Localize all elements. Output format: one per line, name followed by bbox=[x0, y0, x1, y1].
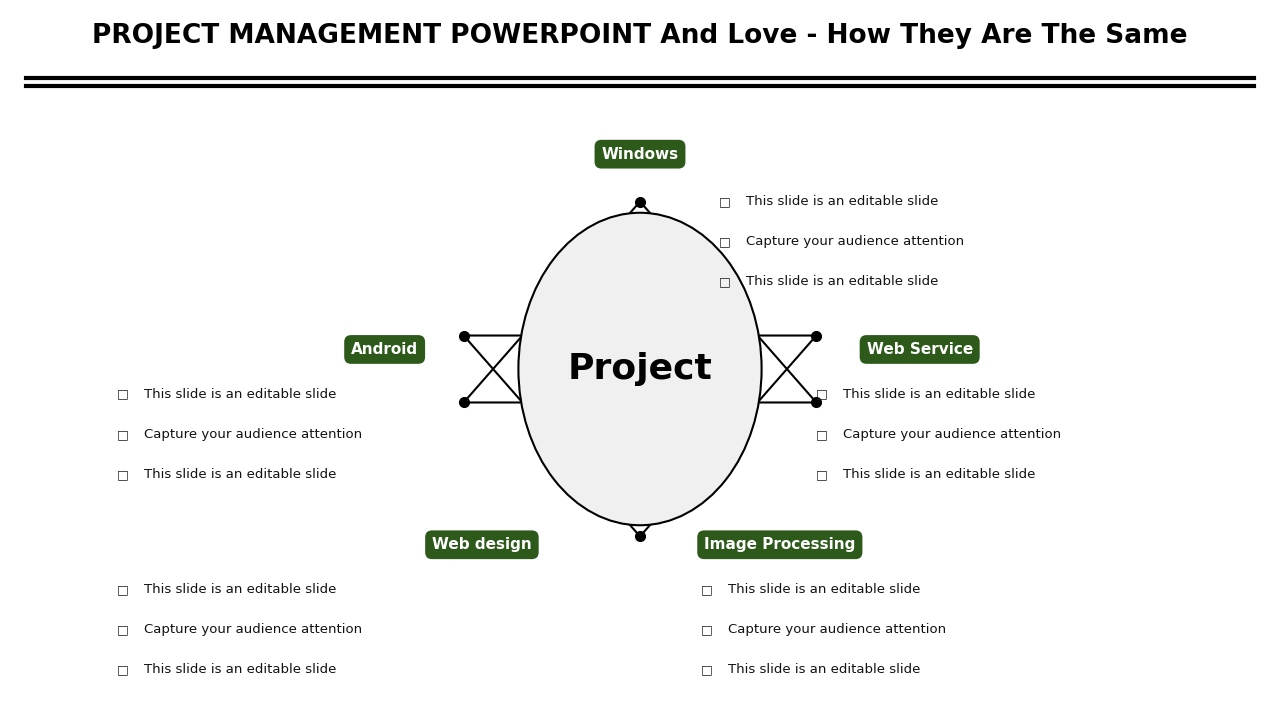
Text: This slide is an editable slide: This slide is an editable slide bbox=[727, 663, 920, 676]
Text: □: □ bbox=[817, 468, 828, 481]
Text: This slide is an editable slide: This slide is an editable slide bbox=[143, 583, 337, 596]
Text: This slide is an editable slide: This slide is an editable slide bbox=[746, 195, 938, 208]
Text: □: □ bbox=[118, 623, 129, 636]
Text: □: □ bbox=[701, 583, 713, 596]
Text: □: □ bbox=[719, 235, 731, 248]
Text: Capture your audience attention: Capture your audience attention bbox=[143, 428, 362, 441]
Text: This slide is an editable slice with all your needs. Adapt it with your needs an: This slide is an editable slice with all… bbox=[183, 680, 1097, 695]
Text: □: □ bbox=[701, 663, 713, 676]
Text: □: □ bbox=[118, 428, 129, 441]
Text: Capture your audience attention: Capture your audience attention bbox=[844, 428, 1061, 441]
Text: Web Service: Web Service bbox=[867, 342, 973, 357]
Text: □: □ bbox=[817, 428, 828, 441]
Text: PROJECT MANAGEMENT POWERPOINT And Love - How They Are The Same: PROJECT MANAGEMENT POWERPOINT And Love -… bbox=[92, 23, 1188, 49]
Text: □: □ bbox=[118, 663, 129, 676]
Text: Android: Android bbox=[351, 342, 419, 357]
Text: □: □ bbox=[817, 387, 828, 400]
Text: □: □ bbox=[118, 583, 129, 596]
Text: □: □ bbox=[701, 623, 713, 636]
Ellipse shape bbox=[518, 213, 762, 526]
Text: Project: Project bbox=[567, 352, 713, 386]
Text: This slide is an editable slide: This slide is an editable slide bbox=[844, 468, 1036, 481]
Text: □: □ bbox=[118, 387, 129, 400]
Text: □: □ bbox=[118, 468, 129, 481]
Text: This slide is an editable slide: This slide is an editable slide bbox=[143, 468, 337, 481]
Text: Web design: Web design bbox=[433, 537, 531, 552]
Text: Capture your audience attention: Capture your audience attention bbox=[746, 235, 964, 248]
Text: This slide is an editable slide: This slide is an editable slide bbox=[727, 583, 920, 596]
Text: Capture your audience attention: Capture your audience attention bbox=[727, 623, 946, 636]
Text: Image Processing: Image Processing bbox=[704, 537, 855, 552]
Text: This slide is an editable slide: This slide is an editable slide bbox=[143, 387, 337, 400]
Text: Capture your audience attention: Capture your audience attention bbox=[143, 623, 362, 636]
Text: □: □ bbox=[719, 276, 731, 289]
Text: Windows: Windows bbox=[602, 147, 678, 162]
Text: □: □ bbox=[719, 195, 731, 208]
Text: This slide is an editable slide: This slide is an editable slide bbox=[143, 663, 337, 676]
Text: This slide is an editable slide: This slide is an editable slide bbox=[746, 276, 938, 289]
Text: This slide is an editable slide: This slide is an editable slide bbox=[844, 387, 1036, 400]
